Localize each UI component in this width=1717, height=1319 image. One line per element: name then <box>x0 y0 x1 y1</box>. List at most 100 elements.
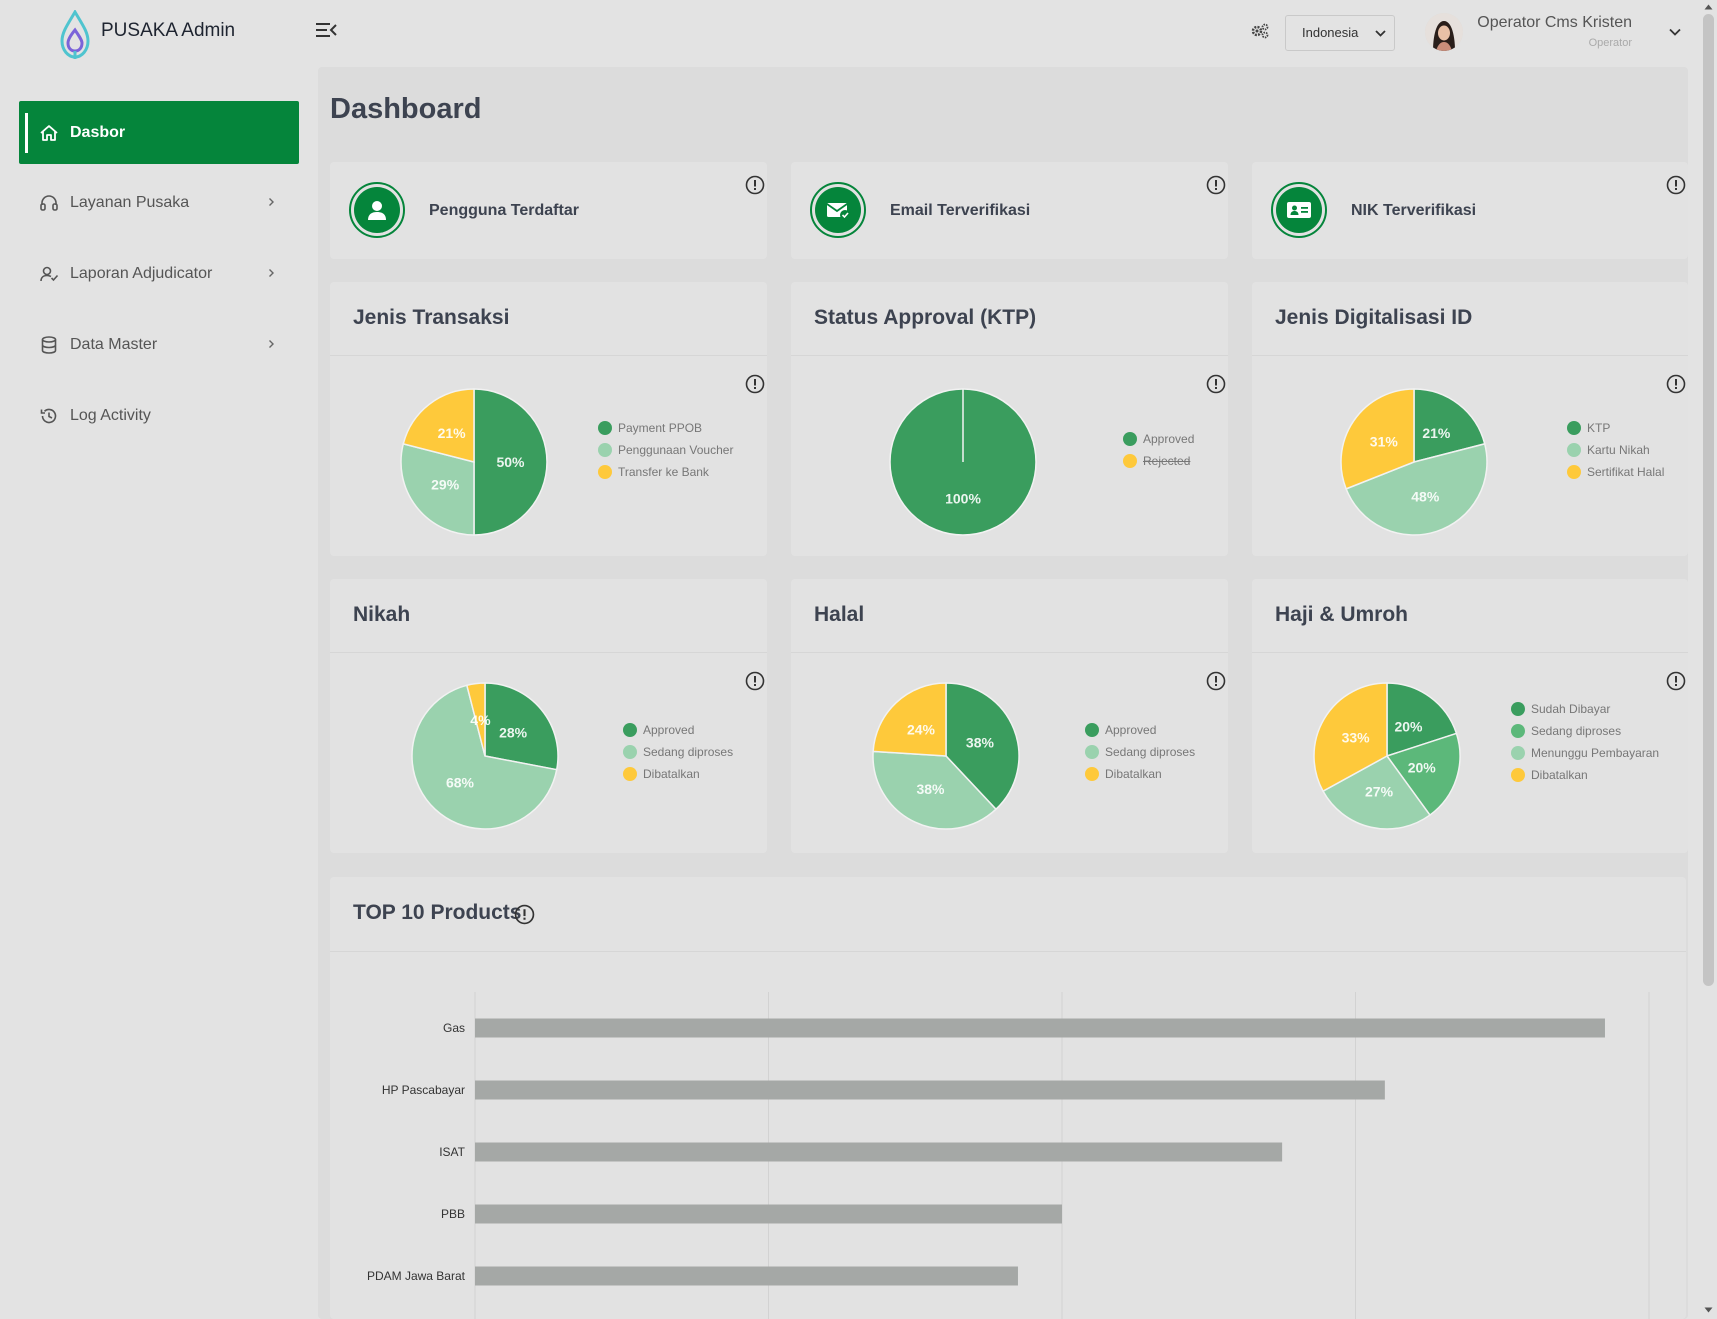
bar[interactable] <box>475 1080 1385 1100</box>
legend-item[interactable]: Transfer ke Bank <box>598 461 733 483</box>
info-icon[interactable] <box>1206 175 1226 195</box>
legend-item[interactable]: Sedang diproses <box>1511 720 1659 742</box>
sidebar-item-data-master[interactable]: Data Master <box>19 313 299 376</box>
legend-item[interactable]: Dibatalkan <box>623 763 733 785</box>
page-scrollbar[interactable] <box>1700 0 1717 1319</box>
info-icon[interactable] <box>1666 374 1686 394</box>
scroll-down-arrow-icon[interactable] <box>1704 1306 1713 1314</box>
legend-item[interactable]: Sertifikat Halal <box>1567 461 1664 483</box>
bar[interactable] <box>475 1266 1018 1286</box>
top-products-card: TOP 10 Products Gas HP Pascabayar ISAT PBB P… <box>330 877 1686 1319</box>
card-divider <box>1252 652 1688 653</box>
legend-item[interactable]: Payment PPOB <box>598 417 733 439</box>
chart-title: Jenis Transaksi <box>353 306 510 329</box>
user-avatar[interactable] <box>1425 13 1463 51</box>
sidebar-item-log-activity[interactable]: Log Activity <box>19 384 299 447</box>
bar[interactable] <box>475 1204 1062 1224</box>
stat-label: NIK Terverifikasi <box>1351 202 1477 219</box>
legend-label: Sedang diproses <box>1531 724 1622 738</box>
info-icon[interactable] <box>1206 374 1226 394</box>
pie-slice[interactable] <box>1313 682 1388 793</box>
info-icon[interactable] <box>745 374 765 394</box>
pie-slice[interactable] <box>1345 442 1488 536</box>
sidebar: Dasbor Layanan Pusaka Laporan Adjudicato… <box>0 66 318 1319</box>
pie-slice[interactable] <box>872 750 998 830</box>
main-content: Dashboard Pengguna Terdaftar Email Terve… <box>318 67 1688 1319</box>
info-icon[interactable] <box>745 175 765 195</box>
pie-slice[interactable] <box>484 682 559 771</box>
pie-value-label: 27% <box>1365 784 1394 800</box>
pie-slice[interactable] <box>400 442 475 536</box>
chart-card-jenis-transaksi: Jenis Transaksi 50% 29% 21% Payment PPOB Peng… <box>330 282 767 556</box>
legend-label: Rejected <box>1143 454 1191 468</box>
scrollbar-thumb[interactable] <box>1703 14 1714 986</box>
legend-item[interactable]: Kartu Nikah <box>1567 439 1664 461</box>
legend-item[interactable]: KTP <box>1567 417 1664 439</box>
info-icon[interactable] <box>1206 671 1226 691</box>
legend-swatch <box>598 465 612 479</box>
legend-swatch <box>623 767 637 781</box>
legend-label: Menunggu Pembayaran <box>1531 746 1660 760</box>
pie-slice[interactable] <box>473 388 548 536</box>
stat-label: Pengguna Terdaftar <box>429 202 579 219</box>
sidebar-item-laporan-adjudicator[interactable]: Laporan Adjudicator <box>19 242 299 305</box>
pie-slice[interactable] <box>411 684 558 830</box>
legend-item[interactable]: Approved <box>623 719 733 741</box>
bar-category-label: PBB <box>441 1207 465 1221</box>
pie-slice[interactable] <box>1413 388 1486 463</box>
sidebar-item-layanan-pusaka[interactable]: Layanan Pusaka <box>19 171 299 234</box>
sidebar-item-dasbor[interactable]: Dasbor <box>19 101 299 164</box>
legend-label: Dibatalkan <box>1531 768 1588 782</box>
pie-slice[interactable] <box>1340 388 1415 490</box>
legend-item[interactable]: Sudah Dibayar <box>1511 698 1659 720</box>
pie-value-label: 33% <box>1342 729 1371 745</box>
pie-value-label: 24% <box>907 721 936 737</box>
language-select[interactable]: Indonesia <box>1285 15 1395 51</box>
legend-item[interactable]: Sedang diproses <box>623 741 733 763</box>
stat-card-email: Email Terverifikasi <box>791 162 1228 259</box>
chart-legend: KTP Kartu Nikah Sertifikat Halal <box>1567 417 1664 483</box>
info-icon[interactable] <box>1666 671 1686 691</box>
legend-item[interactable]: Menunggu Pembayaran <box>1511 742 1659 764</box>
pie-slice[interactable] <box>1322 755 1431 830</box>
pie-chart: 50% 29% 21% <box>400 388 548 536</box>
bar[interactable] <box>475 1018 1605 1038</box>
pie-slice[interactable] <box>872 682 947 757</box>
legend-swatch <box>1567 443 1581 457</box>
legend-item[interactable]: Dibatalkan <box>1085 763 1195 785</box>
card-divider <box>791 355 1228 356</box>
page-title: Dashboard <box>330 93 482 125</box>
chart-title: TOP 10 Products <box>353 901 522 924</box>
legend-item[interactable]: Rejected <box>1123 450 1194 472</box>
bar-category-label: Gas <box>443 1021 465 1035</box>
pie-slice[interactable] <box>1385 732 1461 817</box>
pie-value-label: 28% <box>499 725 528 741</box>
pie-slice[interactable] <box>945 682 1020 811</box>
pie-slice[interactable] <box>402 388 475 463</box>
pie-chart: 38% 38% 24% <box>872 682 1020 830</box>
legend-item[interactable]: Penggunaan Voucher <box>598 439 733 461</box>
legend-item[interactable]: Approved <box>1085 719 1195 741</box>
pie-chart: 100% <box>889 388 1037 536</box>
stat-icon-ring <box>810 182 866 238</box>
info-icon[interactable] <box>745 671 765 691</box>
info-icon[interactable] <box>1666 175 1686 195</box>
legend-item[interactable]: Approved <box>1123 428 1194 450</box>
bar-category-label: HP Pascabayar <box>382 1083 465 1097</box>
user-menu-chevron-icon[interactable] <box>1668 27 1682 37</box>
legend-item[interactable]: Dibatalkan <box>1511 764 1659 786</box>
pie-slice[interactable] <box>1386 682 1458 758</box>
legend-swatch <box>1085 745 1099 759</box>
menu-toggle-icon[interactable] <box>316 20 338 40</box>
chart-legend: Approved Sedang diproses Dibatalkan <box>1085 719 1195 785</box>
legend-item[interactable]: Sedang diproses <box>1085 741 1195 763</box>
pusaka-logo <box>60 10 90 59</box>
pie-slice[interactable] <box>465 682 486 757</box>
stat-icon-ring <box>1271 182 1327 238</box>
info-icon[interactable] <box>514 904 535 925</box>
bar[interactable] <box>475 1142 1283 1162</box>
settings-gear-icon[interactable] <box>1250 22 1270 40</box>
pie-value-label: 21% <box>438 425 467 441</box>
pie-value-label: 31% <box>1370 433 1399 449</box>
scroll-up-arrow-icon[interactable] <box>1704 3 1713 11</box>
